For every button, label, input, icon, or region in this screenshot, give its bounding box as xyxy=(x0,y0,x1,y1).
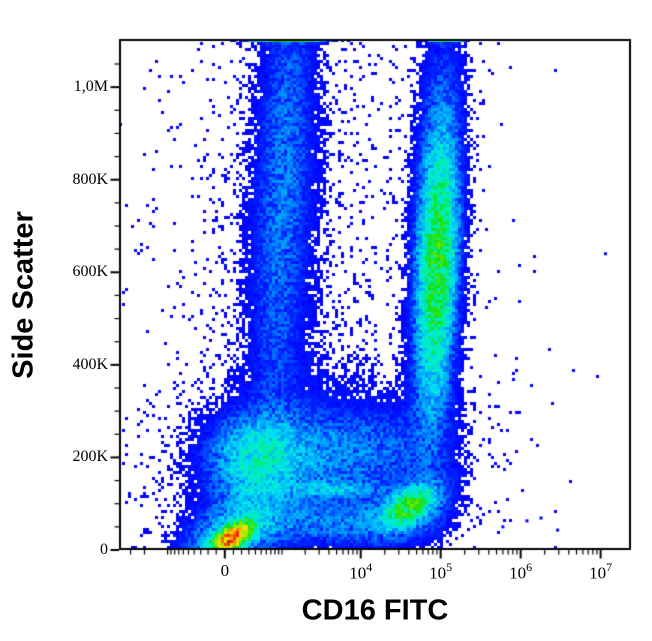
y-tick-label: 1,0M xyxy=(73,78,108,96)
x-tick-label: 105 xyxy=(429,560,453,583)
y-tick-label: 600K xyxy=(72,263,108,281)
x-tick-label: 106 xyxy=(509,560,533,583)
x-tick-label: 0 xyxy=(220,561,230,580)
x-axis-title: CD16 FITC xyxy=(301,594,449,627)
y-axis-title: Side Scatter xyxy=(7,211,40,379)
x-tick-label: 107 xyxy=(589,560,613,583)
x-tick-label: 104 xyxy=(349,560,373,583)
y-tick-label: 400K xyxy=(72,355,108,373)
y-tick-label: 800K xyxy=(72,170,108,188)
y-tick-label: 200K xyxy=(72,448,108,466)
y-tick-label: 0 xyxy=(100,541,108,558)
